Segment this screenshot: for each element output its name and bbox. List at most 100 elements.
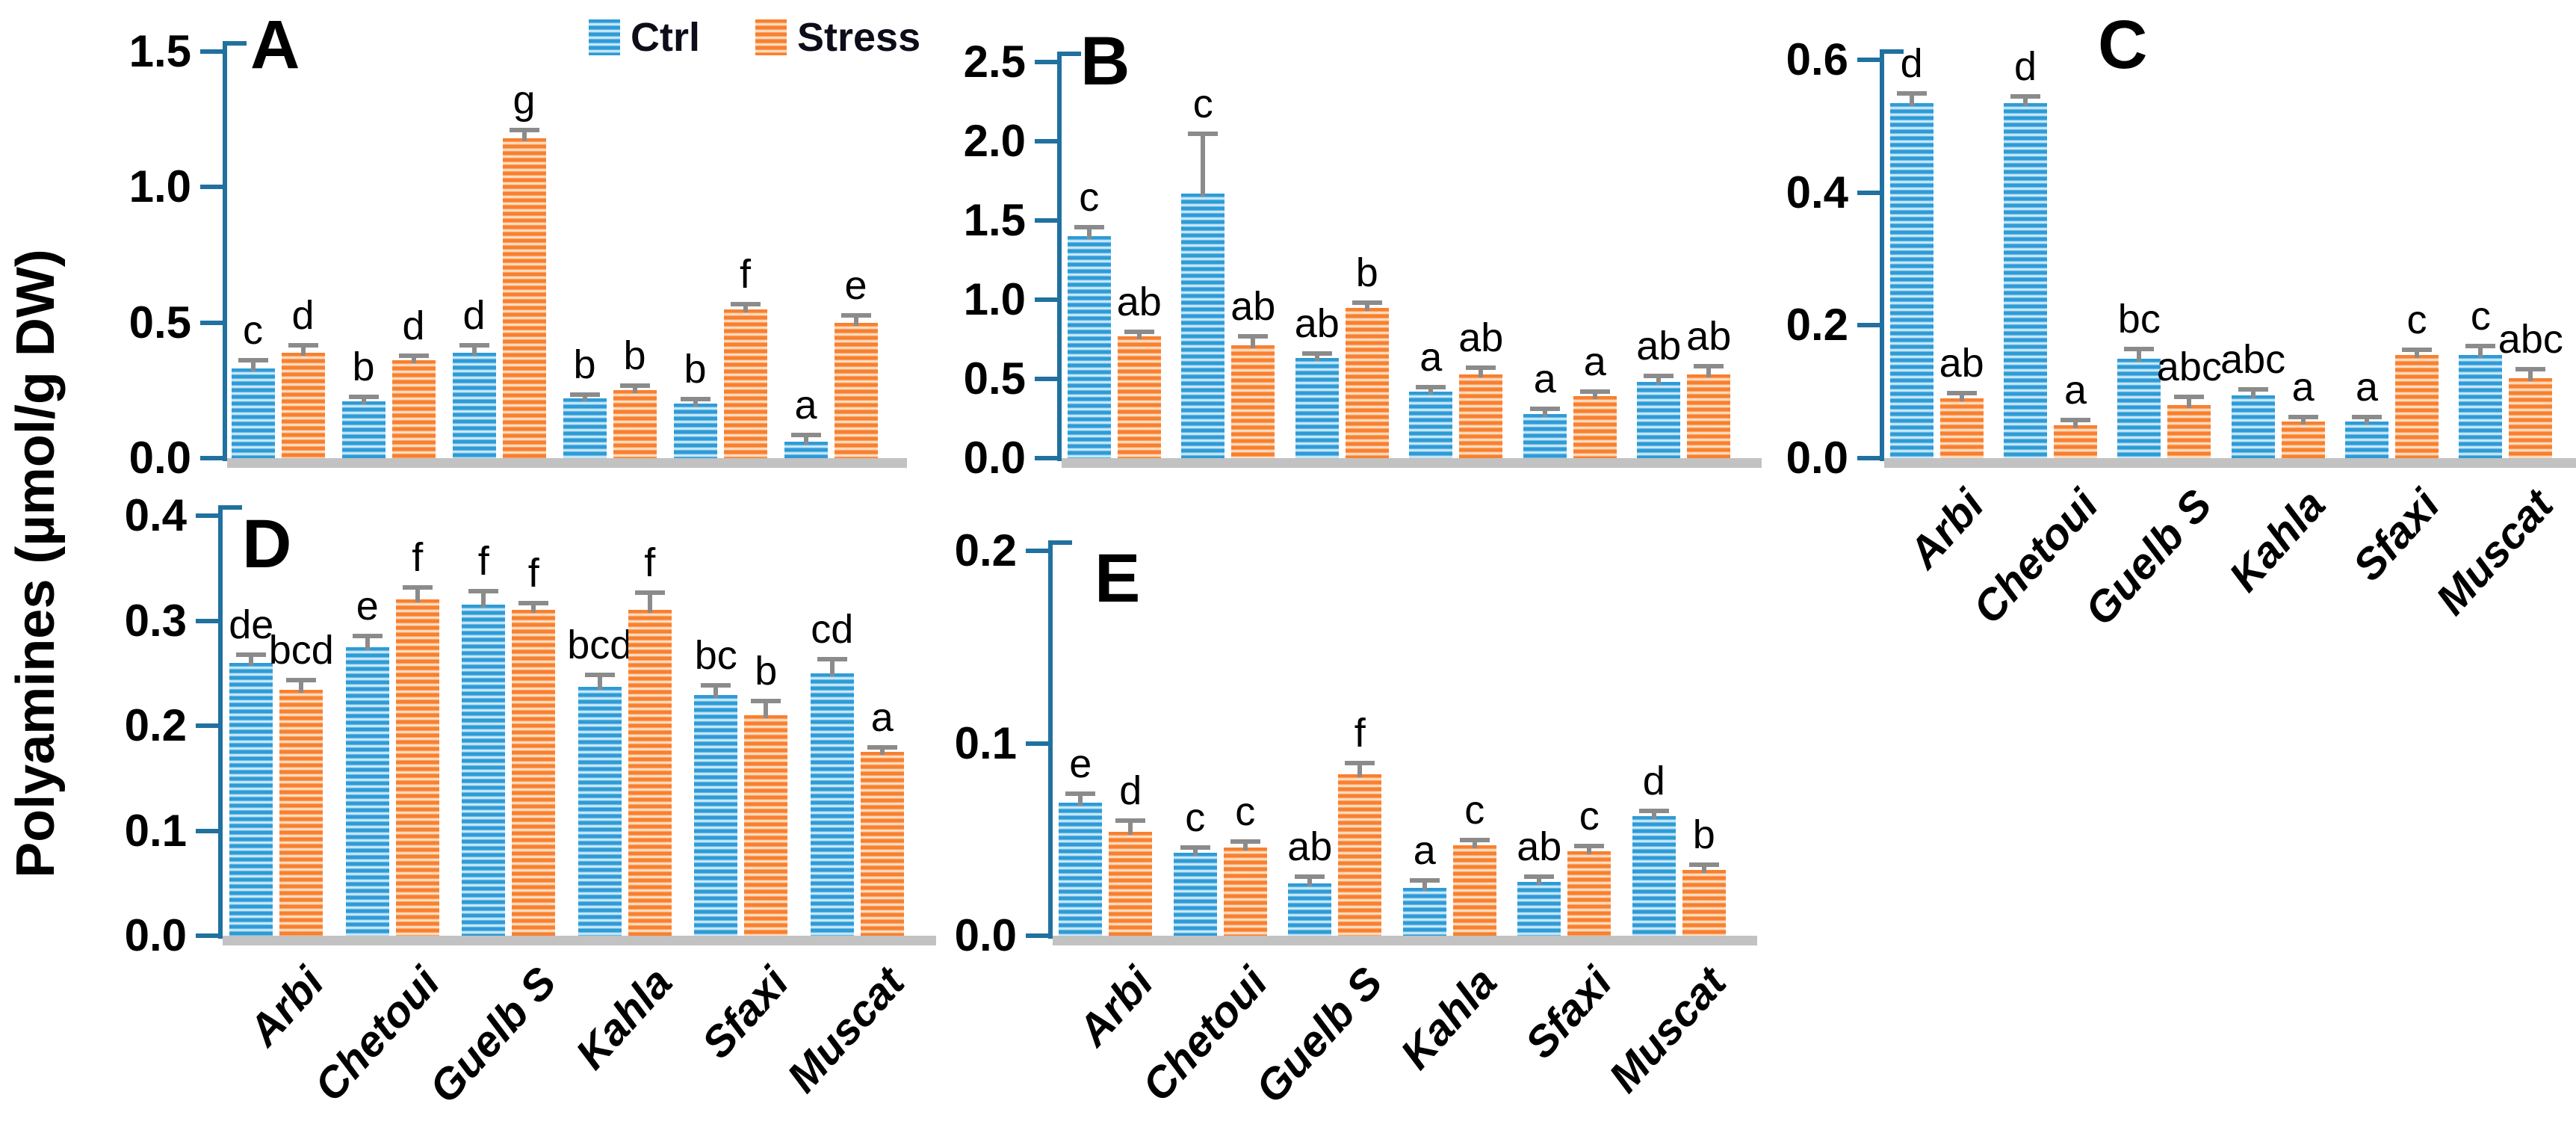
- bar-ctrl-arbi: [1067, 236, 1111, 458]
- error-bar-cap: [790, 432, 821, 437]
- error-bar-stem: [1472, 841, 1477, 848]
- error-bar-cap: [1345, 760, 1375, 765]
- bar-stress-arbi: [1939, 398, 1984, 458]
- bar-stress-kahla: [1452, 845, 1496, 936]
- error-bar-cap: [1694, 364, 1724, 369]
- y-tick-label: 0.4: [124, 490, 187, 540]
- error-bar-cap: [1638, 809, 1669, 814]
- bar-ctrl-kahla: [2231, 395, 2275, 458]
- y-axis-tick: [200, 185, 223, 190]
- error-bar-cap: [751, 699, 781, 704]
- bar-stress-guelb-s: [1345, 307, 1389, 458]
- bar-ctrl-muscat: [784, 442, 828, 458]
- x-axis-baseline: [1884, 458, 2576, 468]
- error-bar-cap: [1688, 862, 1719, 868]
- error-bar-stem: [2137, 351, 2142, 362]
- error-bar-cap: [619, 383, 650, 388]
- bar-ctrl-guelb-s: [1288, 883, 1332, 936]
- bar-ctrl-sfaxi: [2345, 422, 2388, 458]
- error-bar-stem: [853, 317, 858, 326]
- y-axis-top-cap: [1051, 540, 1072, 545]
- error-bar-cap: [1065, 791, 1096, 797]
- y-axis-tick: [200, 456, 223, 460]
- error-bar-cap: [459, 343, 489, 348]
- y-axis-top-cap: [226, 41, 247, 46]
- sig-letter: b: [623, 333, 646, 378]
- y-axis-spine: [223, 41, 227, 461]
- error-bar-cap: [402, 585, 433, 590]
- y-axis-spine: [218, 505, 223, 939]
- y-axis-tick: [1035, 456, 1057, 460]
- error-bar-cap: [468, 588, 499, 593]
- error-bar-stem: [1192, 849, 1198, 856]
- error-bar-stem: [300, 347, 306, 356]
- bar-ctrl-muscat: [2459, 355, 2503, 458]
- error-bar-cap: [1529, 407, 1560, 412]
- sig-letter: a: [1419, 334, 1443, 380]
- bar-stress-sfaxi: [2395, 355, 2439, 458]
- bar-ctrl-chetoui: [1173, 853, 1217, 936]
- error-bar-stem: [1909, 94, 1914, 106]
- sig-letter: b: [352, 345, 375, 390]
- sig-letter: bc: [2117, 297, 2161, 342]
- y-tick-label: 1.5: [963, 195, 1026, 245]
- sig-letter: de: [229, 602, 274, 648]
- bar-ctrl-muscat: [810, 673, 854, 936]
- sig-letter: ab: [1116, 279, 1162, 324]
- bar-ctrl-kahla: [578, 687, 622, 936]
- y-tick-label: 0.5: [129, 297, 191, 348]
- error-bar-stem: [1592, 393, 1597, 400]
- y-axis-tick: [1857, 57, 1880, 62]
- bar-ctrl-kahla: [563, 398, 607, 458]
- sig-letter: abc: [2156, 345, 2222, 390]
- sig-letter: bcd: [567, 622, 633, 667]
- bar-ctrl-kahla: [1409, 391, 1453, 458]
- bar-stress-kahla: [628, 610, 672, 936]
- y-axis-top-cap: [221, 505, 242, 510]
- error-bar-cap: [2465, 343, 2496, 348]
- error-bar-cap: [1230, 839, 1260, 845]
- error-bar-stem: [2187, 398, 2192, 408]
- y-tick-label: 1.5: [129, 26, 191, 77]
- sig-letter: bc: [694, 633, 737, 678]
- error-bar-cap: [1180, 845, 1210, 851]
- panel-title-A: A: [250, 7, 300, 83]
- error-bar-cap: [2402, 347, 2432, 352]
- sig-letter: ab: [1939, 340, 1984, 386]
- sig-letter: a: [870, 694, 894, 740]
- bar-stress-arbi: [1117, 336, 1161, 458]
- error-bar-cap: [238, 358, 268, 363]
- error-bar-stem: [829, 660, 835, 676]
- error-bar-stem: [411, 357, 416, 364]
- bar-ctrl-chetoui: [2004, 102, 2047, 458]
- y-tick-label: 0.3: [124, 595, 187, 646]
- bar-stress-guelb-s: [2167, 404, 2211, 458]
- error-bar-stem: [1307, 877, 1313, 887]
- error-bar-stem: [647, 594, 652, 614]
- error-bar-stem: [713, 687, 719, 699]
- bar-ctrl-arbi: [229, 662, 273, 936]
- sig-letter: ab: [1636, 323, 1682, 368]
- sig-letter: c: [2470, 293, 2491, 339]
- sig-letter: c: [243, 308, 263, 354]
- error-bar-stem: [764, 703, 769, 718]
- y-axis-tick: [196, 618, 218, 623]
- error-bar-stem: [1078, 795, 1083, 806]
- y-tick-label: 0.2: [124, 700, 187, 750]
- bar-ctrl-guelb-s: [2117, 358, 2161, 458]
- error-bar-stem: [1314, 355, 1319, 362]
- sig-letter: f: [477, 538, 489, 584]
- bar-ctrl-arbi: [231, 368, 275, 458]
- error-bar-cap: [1352, 300, 1382, 306]
- bar-stress-sfaxi: [744, 714, 788, 936]
- y-tick-label: 0.1: [124, 805, 187, 856]
- error-bar-cap: [1074, 224, 1104, 229]
- error-bar-cap: [1459, 837, 1490, 842]
- bar-ctrl-muscat: [1637, 382, 1681, 458]
- error-bar-stem: [743, 306, 748, 312]
- sig-letter: cd: [811, 606, 854, 652]
- error-bar-stem: [1587, 847, 1592, 854]
- error-bar-stem: [2300, 418, 2306, 425]
- error-bar-cap: [1416, 384, 1446, 389]
- error-bar-cap: [1124, 329, 1154, 334]
